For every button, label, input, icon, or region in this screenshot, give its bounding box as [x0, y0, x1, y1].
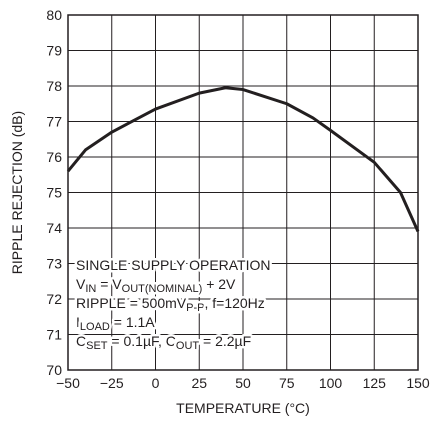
y-tick-label: 75	[46, 185, 62, 201]
y-tick-label: 72	[46, 291, 62, 307]
y-tick-label: 71	[46, 327, 62, 343]
y-tick-label: 70	[46, 362, 62, 378]
annotation-text: = V	[96, 276, 122, 292]
y-tick-label: 79	[46, 43, 62, 59]
y-tick-label: 76	[46, 149, 62, 165]
annotation-text: V	[76, 276, 86, 292]
subscript: OUT(NOMINAL)	[122, 283, 203, 295]
y-tick-label: 73	[46, 256, 62, 272]
y-tick-label: 74	[46, 220, 62, 236]
x-tick-label: 100	[319, 375, 343, 391]
annotation-text: + 2V	[202, 276, 236, 292]
x-tick-label: 25	[191, 375, 207, 391]
annotation-line: CSET = 0.1µF, COUT = 2.2µF	[76, 333, 251, 352]
y-tick-label: 78	[46, 78, 62, 94]
annotation: SINGLE SUPPLY OPERATION VIN = VOUT(NOMINA…	[74, 255, 274, 355]
x-tick-label: 50	[235, 375, 251, 391]
x-tick-label: −50	[56, 375, 80, 391]
annotation-line: SINGLE SUPPLY OPERATION	[76, 257, 271, 273]
annotation-text: SINGLE SUPPLY OPERATION	[76, 257, 271, 273]
annotation-text: = 2.2µF	[199, 333, 251, 349]
x-tick-label: −25	[100, 375, 124, 391]
y-tick-label: 80	[46, 7, 62, 23]
subscript: P-P	[186, 302, 204, 314]
annotation-line: VIN = VOUT(NOMINAL) + 2V	[76, 276, 236, 295]
annotation-text: , f=120Hz	[204, 295, 264, 311]
x-tick-label: 125	[363, 375, 387, 391]
x-axis-label: TEMPERATURE (°C)	[176, 400, 310, 416]
subscript: SET	[86, 340, 108, 352]
subscript: LOAD	[80, 321, 110, 333]
y-axis-label: RIPPLE REJECTION (dB)	[9, 111, 25, 274]
annotation-text: = 1.1A	[110, 314, 155, 330]
annotation-text: = 0.1µF, C	[108, 333, 176, 349]
annotation-text: I	[76, 314, 80, 330]
subscript: IN	[85, 283, 96, 295]
annotation-text: C	[76, 333, 86, 349]
x-tick-label: 75	[279, 375, 295, 391]
annotation-text: RIPPLE = 500mV	[76, 295, 187, 311]
subscript: OUT	[176, 340, 200, 352]
annotation-line: ILOAD = 1.1A	[76, 314, 155, 333]
annotation-line: RIPPLE = 500mVP-P, f=120Hz	[76, 295, 265, 314]
x-tick-label: 150	[406, 375, 430, 391]
plot-frame	[67, 14, 419, 371]
x-tick-label: 0	[152, 375, 160, 391]
data-line	[66, 86, 420, 233]
y-tick-label: 77	[46, 114, 62, 130]
